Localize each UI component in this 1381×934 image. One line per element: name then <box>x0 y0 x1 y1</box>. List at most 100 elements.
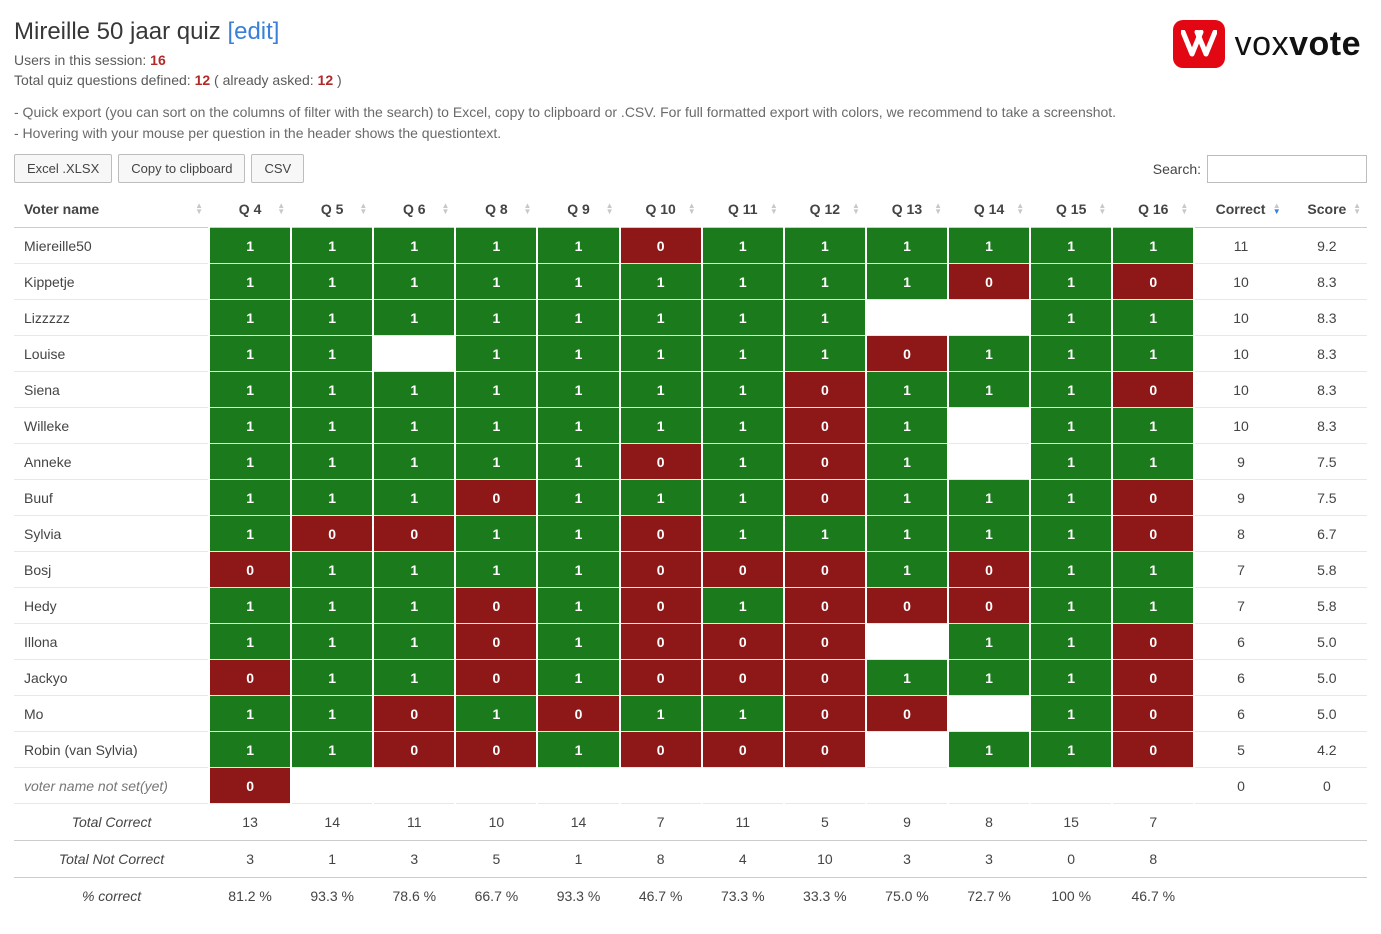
answer-cell-correct: 1 <box>455 264 537 300</box>
answer-cell-correct: 1 <box>291 228 373 264</box>
answer-cell-incorrect: 0 <box>784 372 866 408</box>
answer-cell-correct: 1 <box>948 516 1030 552</box>
col-question[interactable]: Q 12▲▼ <box>784 191 866 228</box>
answer-cell-correct: 1 <box>620 336 702 372</box>
col-question[interactable]: Q 4▲▼ <box>209 191 291 228</box>
answer-cell-incorrect: 0 <box>866 696 948 732</box>
answer-cell-correct: 1 <box>537 552 619 588</box>
search-input[interactable] <box>1207 155 1367 183</box>
answer-cell-correct: 1 <box>373 624 455 660</box>
answer-cell-incorrect: 0 <box>373 696 455 732</box>
answer-cell-incorrect: 0 <box>784 480 866 516</box>
table-row: Lizzzzz1111111111108.3 <box>14 300 1367 336</box>
voter-name-cell: Willeke <box>14 408 209 444</box>
voter-name-cell: Robin (van Sylvia) <box>14 732 209 768</box>
col-question[interactable]: Q 14▲▼ <box>948 191 1030 228</box>
table-row: Siena111111101110108.3 <box>14 372 1367 408</box>
answer-cell-correct: 1 <box>1112 336 1194 372</box>
answer-cell-incorrect: 0 <box>784 660 866 696</box>
table-row: Mo1101011001065.0 <box>14 696 1367 732</box>
footer-row: Total Correct1314111014711598157 <box>14 804 1367 841</box>
answer-cell-correct: 1 <box>373 552 455 588</box>
answer-cell-correct: 1 <box>291 300 373 336</box>
footer-value: 11 <box>702 804 784 841</box>
score-cell: 5.8 <box>1287 588 1367 624</box>
answer-cell-correct: 1 <box>702 588 784 624</box>
col-question[interactable]: Q 5▲▼ <box>291 191 373 228</box>
answer-cell-blank <box>537 768 619 804</box>
voter-name-cell: Kippetje <box>14 264 209 300</box>
table-row: Hedy11101010001175.8 <box>14 588 1367 624</box>
answer-cell-incorrect: 0 <box>1112 480 1194 516</box>
answer-cell-correct: 1 <box>373 480 455 516</box>
footer-row: % correct81.2 %93.3 %78.6 %66.7 %93.3 %4… <box>14 878 1367 915</box>
answer-cell-correct: 1 <box>537 660 619 696</box>
answer-cell-correct: 1 <box>702 336 784 372</box>
answer-cell-correct: 1 <box>537 228 619 264</box>
help-text: - Quick export (you can sort on the colu… <box>14 102 1367 144</box>
answer-cell-incorrect: 0 <box>620 660 702 696</box>
answer-cell-incorrect: 0 <box>702 732 784 768</box>
edit-link[interactable]: [edit] <box>227 18 279 45</box>
answer-cell-correct: 1 <box>1030 552 1112 588</box>
answer-cell-correct: 1 <box>373 228 455 264</box>
score-cell: 5.8 <box>1287 552 1367 588</box>
export-csv-button[interactable]: CSV <box>251 154 304 183</box>
score-cell: 8.3 <box>1287 336 1367 372</box>
col-question[interactable]: Q 9▲▼ <box>537 191 619 228</box>
answer-cell-blank <box>373 336 455 372</box>
col-correct[interactable]: Correct▲▼ <box>1194 191 1286 228</box>
answer-cell-blank <box>620 768 702 804</box>
answer-cell-correct: 1 <box>373 408 455 444</box>
correct-count-cell: 9 <box>1194 444 1286 480</box>
footer-value: 93.3 % <box>291 878 373 915</box>
copy-clipboard-button[interactable]: Copy to clipboard <box>118 154 245 183</box>
answer-cell-correct: 1 <box>209 300 291 336</box>
answer-cell-incorrect: 0 <box>1112 264 1194 300</box>
col-score[interactable]: Score▲▼ <box>1287 191 1367 228</box>
col-question[interactable]: Q 6▲▼ <box>373 191 455 228</box>
col-question[interactable]: Q 8▲▼ <box>455 191 537 228</box>
answer-cell-correct: 1 <box>537 480 619 516</box>
answer-cell-incorrect: 0 <box>209 552 291 588</box>
session-users: Users in this session: 16 <box>14 52 342 68</box>
col-question[interactable]: Q 13▲▼ <box>866 191 948 228</box>
footer-value: 14 <box>291 804 373 841</box>
search-label: Search: <box>1153 161 1201 177</box>
col-question[interactable]: Q 16▲▼ <box>1112 191 1194 228</box>
answer-cell-incorrect: 0 <box>784 552 866 588</box>
footer-value: 14 <box>537 804 619 841</box>
answer-cell-incorrect: 0 <box>702 660 784 696</box>
voter-name-cell: Mo <box>14 696 209 732</box>
answer-cell-correct: 1 <box>455 516 537 552</box>
answer-cell-correct: 1 <box>702 480 784 516</box>
footer-value: 7 <box>620 804 702 841</box>
answer-cell-correct: 1 <box>209 372 291 408</box>
export-excel-button[interactable]: Excel .XLSX <box>14 154 112 183</box>
answer-cell-correct: 1 <box>209 336 291 372</box>
answer-cell-correct: 1 <box>537 300 619 336</box>
voter-name-cell: Anneke <box>14 444 209 480</box>
footer-value: 9 <box>866 804 948 841</box>
answer-cell-blank <box>1030 768 1112 804</box>
col-question[interactable]: Q 15▲▼ <box>1030 191 1112 228</box>
score-cell: 8.3 <box>1287 408 1367 444</box>
answer-cell-correct: 1 <box>291 444 373 480</box>
answer-cell-correct: 1 <box>373 300 455 336</box>
footer-value: 5 <box>784 804 866 841</box>
table-row: Miereille50111110111111119.2 <box>14 228 1367 264</box>
answer-cell-correct: 1 <box>1030 336 1112 372</box>
score-cell: 9.2 <box>1287 228 1367 264</box>
col-question[interactable]: Q 10▲▼ <box>620 191 702 228</box>
answer-cell-correct: 1 <box>702 696 784 732</box>
answer-cell-correct: 1 <box>866 660 948 696</box>
footer-value: 4 <box>702 841 784 878</box>
answer-cell-correct: 1 <box>209 228 291 264</box>
col-voter-name[interactable]: Voter name▲▼ <box>14 191 209 228</box>
answer-cell-correct: 1 <box>866 372 948 408</box>
answer-cell-incorrect: 0 <box>1112 660 1194 696</box>
col-question[interactable]: Q 11▲▼ <box>702 191 784 228</box>
answer-cell-blank <box>948 408 1030 444</box>
footer-value: 1 <box>291 841 373 878</box>
table-row: Robin (van Sylvia)1100100011054.2 <box>14 732 1367 768</box>
